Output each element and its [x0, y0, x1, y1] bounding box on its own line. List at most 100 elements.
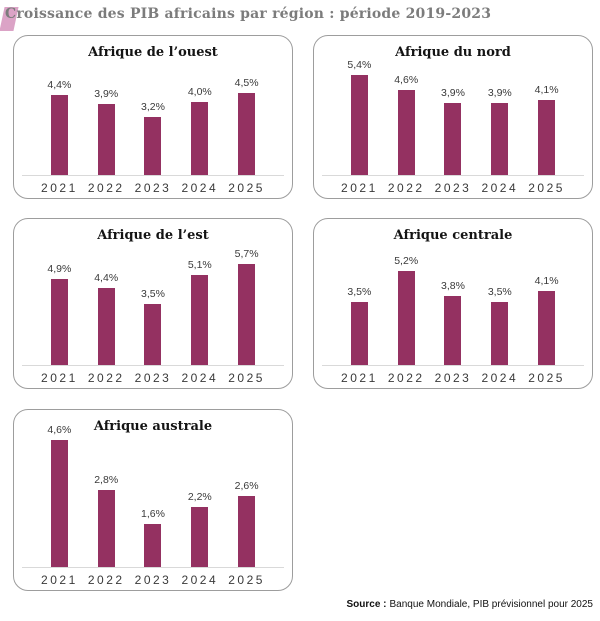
x-axis-line — [22, 175, 284, 176]
bar-value-label: 5,2% — [394, 254, 419, 267]
source-label: Source : — [346, 599, 387, 610]
x-axis-tick-label: 2023 — [134, 371, 172, 385]
bar-value-label: 3,8% — [441, 280, 465, 293]
bar-value-label: 3,2% — [141, 101, 165, 114]
bar — [397, 90, 415, 176]
bar-group: 2,2% — [176, 491, 223, 568]
x-axis-tick-label: 2021 — [341, 371, 378, 385]
bar-group: 4,4% — [36, 79, 83, 176]
bar-group: 3,9% — [430, 87, 477, 176]
bar-group: 5,2% — [383, 255, 430, 366]
bar-group: 4,1% — [523, 83, 570, 176]
x-axis-tick-label: 2025 — [528, 181, 565, 195]
bar-value-label: 3,9% — [94, 88, 119, 101]
chart-panel-afrique-ouest: Afrique de l’ouest 4,4% 3,9% 3,2% 4,0% 4,5% … — [13, 35, 293, 199]
x-axis-tick-label: 2022 — [387, 371, 425, 385]
bar — [538, 290, 556, 366]
bar — [350, 75, 368, 176]
x-axis-tick-labels: 2021 2022 2023 2024 2025 — [336, 371, 570, 385]
bar — [238, 264, 256, 366]
bar-series: 4,4% 3,9% 3,2% 4,0% 4,5% — [36, 77, 270, 176]
bar — [491, 103, 509, 176]
x-axis-tick-label: 2025 — [228, 573, 265, 587]
bar-value-label: 4,9% — [47, 262, 72, 275]
chart-title: Afrique de l’est — [97, 228, 209, 243]
bar — [444, 103, 462, 176]
x-axis-tick-label: 2023 — [434, 181, 472, 195]
bar — [97, 287, 115, 366]
bar-value-label: 3,5% — [347, 285, 372, 298]
bar-group: 3,8% — [430, 280, 477, 366]
bar-group: 4,0% — [176, 86, 223, 176]
x-axis-tick-label: 2022 — [387, 181, 425, 195]
x-axis-tick-label: 2021 — [41, 573, 78, 587]
bar-group: 3,5% — [476, 286, 523, 366]
bar-value-label: 4,4% — [47, 79, 72, 91]
bar-group: 5,4% — [336, 59, 383, 176]
bar — [144, 117, 162, 176]
bar-group: 4,4% — [83, 271, 130, 366]
bar-value-label: 1,6% — [141, 507, 165, 520]
x-axis-tick-label: 2024 — [481, 371, 519, 385]
chart-panel-afrique-nord: Afrique du nord 5,4% 4,6% 3,9% 3,9% 4,1% 202… — [313, 35, 593, 199]
bar-group: 3,9% — [83, 88, 130, 176]
x-axis-tick-label: 2024 — [181, 573, 219, 587]
bar — [97, 490, 115, 568]
bar — [97, 104, 115, 176]
chart-title: Afrique du nord — [395, 45, 511, 60]
x-axis-tick-label: 2025 — [228, 371, 265, 385]
bar — [50, 278, 68, 366]
bar-value-label: 4,1% — [534, 83, 559, 96]
bar — [191, 102, 209, 176]
bar-group: 4,6% — [36, 424, 83, 568]
x-axis-tick-label: 2023 — [134, 181, 172, 195]
bar-series: 5,4% 4,6% 3,9% 3,9% 4,1% — [336, 59, 570, 176]
bar-value-label: 2,6% — [234, 479, 259, 492]
bar-group: 4,6% — [383, 74, 430, 176]
x-axis-tick-label: 2021 — [341, 181, 378, 195]
x-axis-tick-label: 2023 — [134, 573, 172, 587]
bar-series: 4,6% 2,8% 1,6% 2,2% 2,6% — [36, 424, 270, 568]
bar-series: 3,5% 5,2% 3,8% 3,5% 4,1% — [336, 255, 570, 366]
bar-group: 5,1% — [176, 259, 223, 366]
bar-value-label: 4,6% — [394, 74, 419, 87]
x-axis-line — [22, 567, 284, 568]
bar-group: 4,5% — [223, 77, 270, 176]
chart-panel-afrique-centrale: Afrique centrale 3,5% 5,2% 3,8% 3,5% 4,1% 20… — [313, 218, 593, 389]
bar — [144, 303, 162, 366]
bar-value-label: 3,5% — [487, 285, 512, 298]
x-axis-tick-label: 2024 — [181, 371, 219, 385]
bar-value-label: 4,4% — [94, 271, 119, 284]
bar-value-label: 3,9% — [441, 87, 465, 100]
bar — [238, 495, 256, 568]
x-axis-tick-labels: 2021 2022 2023 2024 2025 — [36, 371, 270, 385]
x-axis-tick-label: 2024 — [181, 181, 219, 195]
x-axis-tick-labels: 2021 2022 2023 2024 2025 — [336, 181, 570, 195]
chart-panel-afrique-est: Afrique de l’est 4,9% 4,4% 3,5% 5,1% 5,7% 20… — [13, 218, 293, 389]
x-axis-tick-label: 2023 — [434, 371, 472, 385]
bar-value-label: 5,7% — [234, 248, 259, 261]
bar-group: 3,5% — [336, 286, 383, 366]
bar-series: 4,9% 4,4% 3,5% 5,1% 5,7% — [36, 248, 270, 366]
bar — [397, 270, 415, 366]
bar — [491, 301, 509, 366]
bar — [350, 301, 368, 366]
bar-group: 3,9% — [476, 87, 523, 176]
bar-value-label: 2,8% — [94, 474, 119, 487]
bar — [238, 93, 256, 176]
x-axis-line — [322, 365, 584, 366]
bar-value-label: 4,6% — [47, 424, 72, 437]
bar-value-label: 5,1% — [187, 259, 212, 271]
bar — [144, 523, 162, 568]
bar-value-label: 4,1% — [534, 274, 559, 287]
chart-panel-afrique-australe: Afrique australe 4,6% 2,8% 1,6% 2,2% 2,6% 20… — [13, 409, 293, 591]
x-axis-line — [22, 365, 284, 366]
x-axis-tick-label: 2021 — [41, 371, 78, 385]
chart-title: Afrique de l’ouest — [88, 45, 218, 60]
bar-value-label: 3,9% — [487, 87, 512, 100]
bar-value-label: 5,4% — [347, 59, 372, 72]
bar-group: 2,8% — [83, 474, 130, 568]
x-axis-tick-labels: 2021 2022 2023 2024 2025 — [36, 181, 270, 195]
x-axis-tick-labels: 2021 2022 2023 2024 2025 — [36, 573, 270, 587]
bar-value-label: 3,5% — [141, 287, 165, 300]
